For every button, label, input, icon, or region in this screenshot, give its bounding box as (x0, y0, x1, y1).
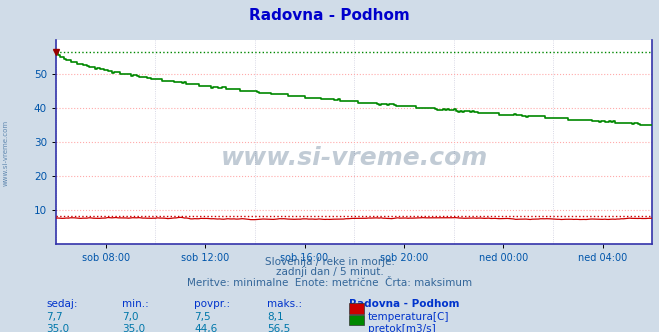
Text: 7,5: 7,5 (194, 312, 211, 322)
Text: zadnji dan / 5 minut.: zadnji dan / 5 minut. (275, 267, 384, 277)
Text: Radovna - Podhom: Radovna - Podhom (249, 8, 410, 23)
Text: www.si-vreme.com: www.si-vreme.com (221, 146, 488, 170)
Text: 44,6: 44,6 (194, 324, 217, 332)
Text: sedaj:: sedaj: (46, 299, 78, 309)
Text: 7,0: 7,0 (122, 312, 138, 322)
Text: 7,7: 7,7 (46, 312, 63, 322)
Text: Radovna - Podhom: Radovna - Podhom (349, 299, 460, 309)
Text: Slovenija / reke in morje.: Slovenija / reke in morje. (264, 257, 395, 267)
Text: Meritve: minimalne  Enote: metrične  Črta: maksimum: Meritve: minimalne Enote: metrične Črta:… (187, 278, 472, 288)
Text: 35,0: 35,0 (122, 324, 145, 332)
Text: 56,5: 56,5 (267, 324, 290, 332)
Text: 35,0: 35,0 (46, 324, 69, 332)
Text: 8,1: 8,1 (267, 312, 283, 322)
Text: povpr.:: povpr.: (194, 299, 231, 309)
Text: temperatura[C]: temperatura[C] (368, 312, 449, 322)
Text: min.:: min.: (122, 299, 149, 309)
Text: pretok[m3/s]: pretok[m3/s] (368, 324, 436, 332)
Text: maks.:: maks.: (267, 299, 302, 309)
Text: www.si-vreme.com: www.si-vreme.com (2, 120, 9, 186)
